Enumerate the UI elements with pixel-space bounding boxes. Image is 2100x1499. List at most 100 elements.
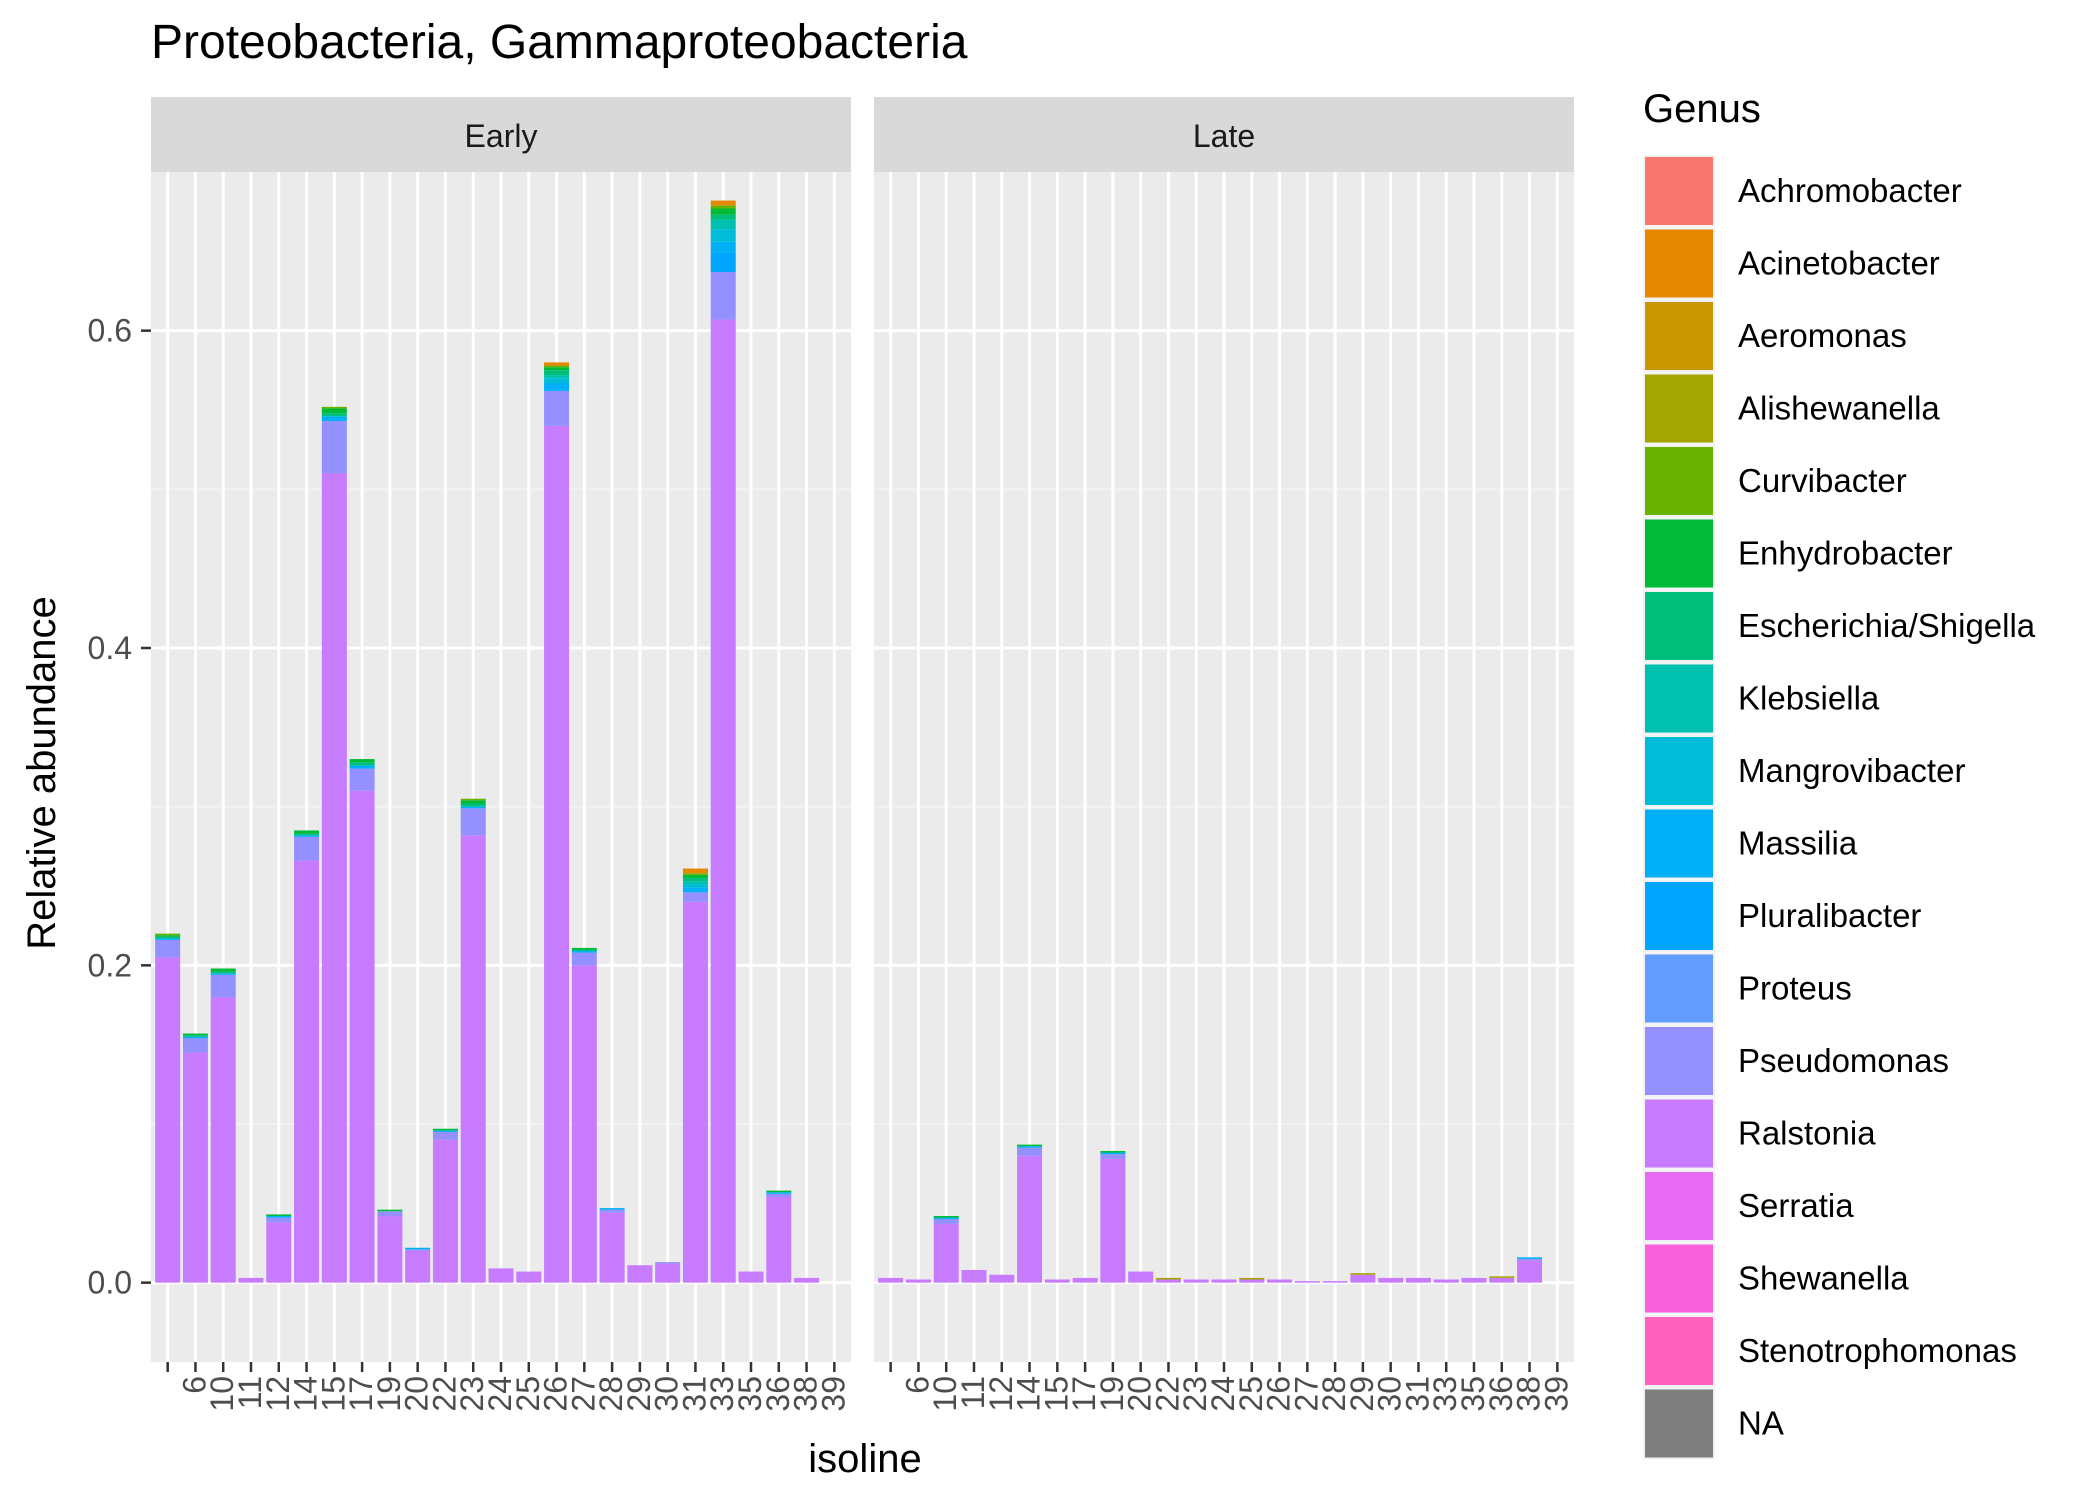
x-tick-label: 30 [1372, 1376, 1408, 1412]
legend-label-curvibacter: Curvibacter [1738, 462, 1907, 499]
bar-segment-ralstonia [1267, 1279, 1293, 1283]
x-tick-label: 20 [399, 1376, 435, 1412]
bar-segment-ralstonia [155, 957, 181, 1283]
bar-segment-escherichia-shigella [155, 936, 181, 939]
x-tick-label: 14 [288, 1376, 324, 1412]
legend-label-pluralibacter: Pluralibacter [1738, 897, 1921, 934]
bar-segment-ralstonia [1211, 1279, 1237, 1283]
x-tick-label: 26 [538, 1376, 574, 1412]
bar-segment-enhydrobacter [571, 947, 597, 950]
bar-segment-enhydrobacter [266, 1214, 292, 1217]
bar-segment-ralstonia [961, 1269, 987, 1283]
bar-segment-ralstonia [655, 1263, 681, 1283]
bar-segment-ralstonia [516, 1271, 542, 1283]
x-tick-label: 14 [1011, 1376, 1047, 1412]
bar-segment-ralstonia [989, 1274, 1015, 1283]
bar-segment-ralstonia [460, 835, 486, 1283]
bar-segment-enhydrobacter [349, 759, 375, 763]
bar-segment-ralstonia [933, 1223, 959, 1283]
x-tick-label: 6 [899, 1376, 935, 1394]
bar-segment-klebsiella [544, 375, 570, 379]
bar-segment-ralstonia [1072, 1277, 1098, 1283]
bar-segment-pseudomonas [460, 808, 486, 836]
x-tick-label: 10 [204, 1376, 240, 1412]
chart-title: Proteobacteria, Gammaproteobacteria [151, 16, 968, 69]
x-tick-label: 31 [676, 1376, 712, 1412]
x-tick-label: 35 [732, 1376, 768, 1412]
legend-label-escherichia-shigella: Escherichia/Shigella [1738, 607, 2036, 644]
bar-segment-enhydrobacter [377, 1209, 403, 1212]
facet-strip-label: Early [465, 118, 538, 154]
bar-segment-pseudomonas [599, 1209, 625, 1213]
bar-segment-alishewanella [1239, 1277, 1265, 1280]
bar-segment-pseudomonas [405, 1249, 431, 1251]
facet-strip-label: Late [1193, 118, 1255, 154]
y-tick-label: 0.4 [88, 630, 132, 666]
bar-segment-pseudomonas [571, 952, 597, 966]
bar-segment-escherichia-shigella [321, 413, 347, 417]
legend-swatch-proteus [1645, 954, 1713, 1023]
bar-segment-klebsiella [710, 219, 736, 230]
panels: Early61011121415171920222324252627282930… [88, 97, 1574, 1412]
x-tick-label: 23 [1177, 1376, 1213, 1412]
x-tick-label: 33 [1427, 1376, 1463, 1412]
y-axis-label: Relative abundance [20, 596, 64, 950]
legend-swatch-alishewanella [1645, 374, 1713, 443]
bar-segment-enhydrobacter [182, 1033, 208, 1036]
bar-segment-ralstonia [627, 1265, 653, 1283]
x-tick-label: 39 [1538, 1376, 1574, 1412]
x-tick-label: 38 [1511, 1376, 1547, 1412]
legend-swatch-acinetobacter [1645, 229, 1713, 298]
bar-segment-enhydrobacter [682, 874, 708, 879]
x-tick-label: 6 [176, 1376, 212, 1394]
bar-segment-massilia [155, 938, 181, 940]
bar-segment-escherichia-shigella [682, 878, 708, 882]
x-tick-label: 12 [983, 1376, 1019, 1412]
bar-segment-acinetobacter [544, 362, 570, 366]
bar-segment-massilia [294, 835, 320, 837]
legend-label-mangrovibacter: Mangrovibacter [1738, 752, 1965, 789]
bar-segment-pseudomonas [210, 974, 236, 998]
bar-segment-pseudomonas [155, 939, 181, 958]
bar-segment-pseudomonas [294, 836, 320, 861]
bar-segment-ralstonia [905, 1279, 931, 1283]
bar-segment-curvibacter [155, 933, 181, 936]
legend-label-klebsiella: Klebsiella [1738, 680, 1880, 717]
bar-segment-mangrovibacter [682, 884, 708, 888]
bar-segment-escherichia-shigella [210, 971, 236, 974]
bar-segment-curvibacter [710, 205, 736, 209]
bar-segment-escherichia-shigella [460, 803, 486, 807]
x-tick-label: 17 [343, 1376, 379, 1412]
bar-segment-ralstonia [182, 1052, 208, 1283]
x-tick-label: 10 [927, 1376, 963, 1412]
bar-segment-pseudomonas [1017, 1147, 1043, 1156]
bar-segment-massilia [766, 1192, 792, 1194]
bar-segment-massilia [210, 973, 236, 975]
x-tick-label: 35 [1455, 1376, 1491, 1412]
bar-segment-enhydrobacter [321, 408, 347, 414]
bar-segment-enhydrobacter [294, 830, 320, 834]
x-tick-label: 22 [426, 1376, 462, 1412]
legend-label-achromobacter: Achromobacter [1738, 172, 1962, 209]
legend-swatch-massilia [1645, 809, 1713, 878]
legend-swatch-mangrovibacter [1645, 737, 1713, 805]
legend-items: Achromobacter Acinetobacter Aeromonas Alish… [1643, 155, 2036, 1460]
bar-segment-massilia [1100, 1152, 1126, 1155]
legend-swatch-aeromonas [1645, 302, 1713, 370]
bar-segment-escherichia-shigella [544, 370, 570, 376]
bar-segment-massilia [182, 1036, 208, 1039]
legend-swatch-serratia [1645, 1172, 1713, 1240]
legend-swatch-curvibacter [1645, 447, 1713, 515]
legend-label-shewanella: Shewanella [1738, 1260, 1909, 1297]
x-tick-label: 31 [1399, 1376, 1435, 1412]
bar-segment-ralstonia [1128, 1271, 1154, 1283]
bar-segment-pseudomonas [710, 271, 736, 320]
bar-segment-ralstonia [794, 1277, 820, 1283]
legend-swatch-pseudomonas [1645, 1027, 1713, 1095]
bar-segment-ralstonia [1489, 1277, 1515, 1283]
x-tick-label: 27 [565, 1376, 601, 1412]
y-tick-label: 0.2 [88, 947, 132, 983]
bar-segment-massilia [682, 887, 708, 893]
x-tick-label: 24 [482, 1376, 518, 1412]
